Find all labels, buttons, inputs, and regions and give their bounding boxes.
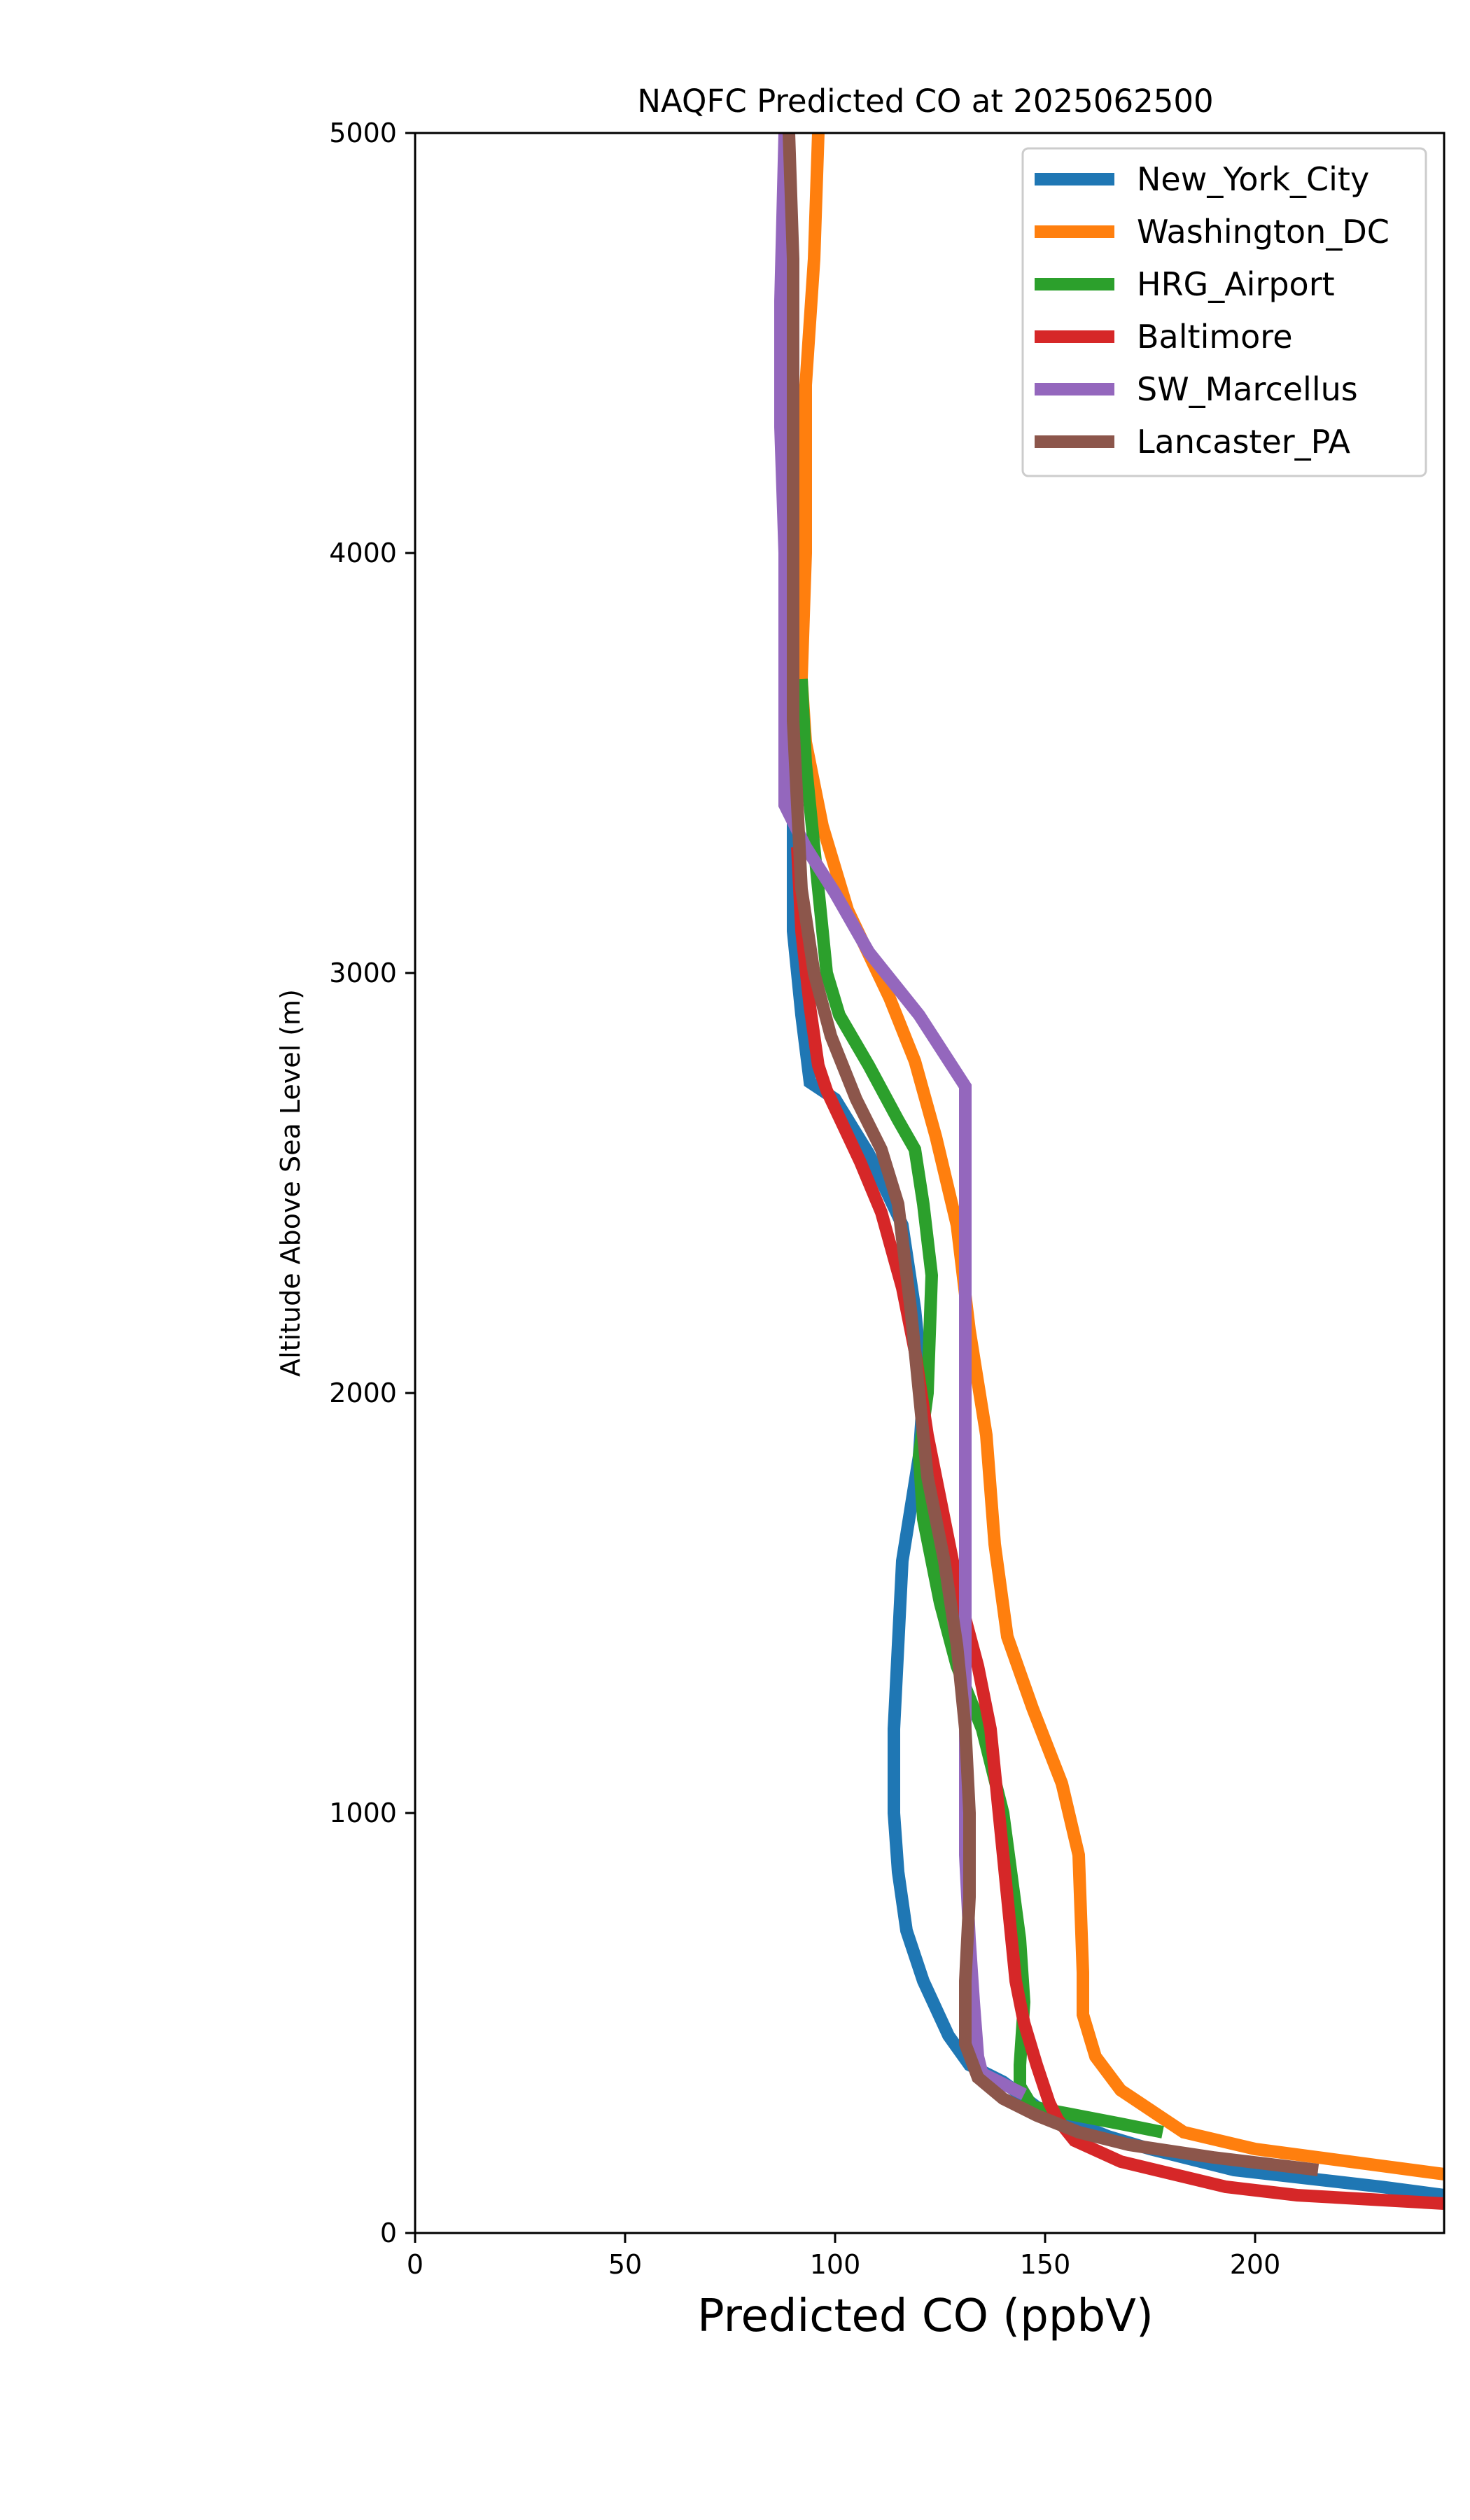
y-axis-ticks: 0 1000 2000 3000 4000 5000 <box>329 118 415 2248</box>
axes <box>414 132 1446 2234</box>
legend: New_York_City Washington_DC HRG_Airport Bal… <box>1021 147 1427 477</box>
chart-title: NAQFC Predicted CO at 2025062500 <box>637 83 1213 120</box>
legend-label: Baltimore <box>1137 318 1293 356</box>
x-tick-label: 150 <box>1020 2249 1071 2280</box>
y-tick-label: 2000 <box>329 1378 397 1408</box>
y-tick-label: 3000 <box>329 958 397 988</box>
legend-label: New_York_City <box>1137 160 1369 198</box>
x-tick-label: 50 <box>608 2249 642 2280</box>
legend-frame <box>1021 147 1427 477</box>
legend-label: SW_Marcellus <box>1137 370 1358 408</box>
series-line-lancaster-pa <box>783 133 1320 2176</box>
series-line-sw-marcellus <box>774 133 1028 2101</box>
y-tick-label: 1000 <box>329 1798 397 1828</box>
series-line-baltimore <box>791 846 1444 2210</box>
legend-label: Lancaster_PA <box>1137 423 1350 461</box>
x-tick-label: 200 <box>1230 2249 1281 2280</box>
legend-label: HRG_Airport <box>1137 265 1335 303</box>
x-tick-label: 0 <box>407 2249 424 2280</box>
y-tick-label: 5000 <box>329 118 397 148</box>
plot-frame <box>414 132 1446 2234</box>
y-tick-label: 0 <box>380 2218 397 2248</box>
x-axis-ticks: 0 50 100 150 200 <box>407 2233 1280 2280</box>
plot-series-group <box>774 133 1444 2210</box>
legend-label: Washington_DC <box>1137 213 1390 251</box>
y-tick-label: 4000 <box>329 538 397 568</box>
y-axis-label: Altitude Above Sea Level (m) <box>275 989 306 1377</box>
x-tick-label: 100 <box>810 2249 861 2280</box>
series-line-hrg-airport <box>795 678 1164 2138</box>
x-axis-label: Predicted CO (ppbV) <box>697 2290 1154 2342</box>
